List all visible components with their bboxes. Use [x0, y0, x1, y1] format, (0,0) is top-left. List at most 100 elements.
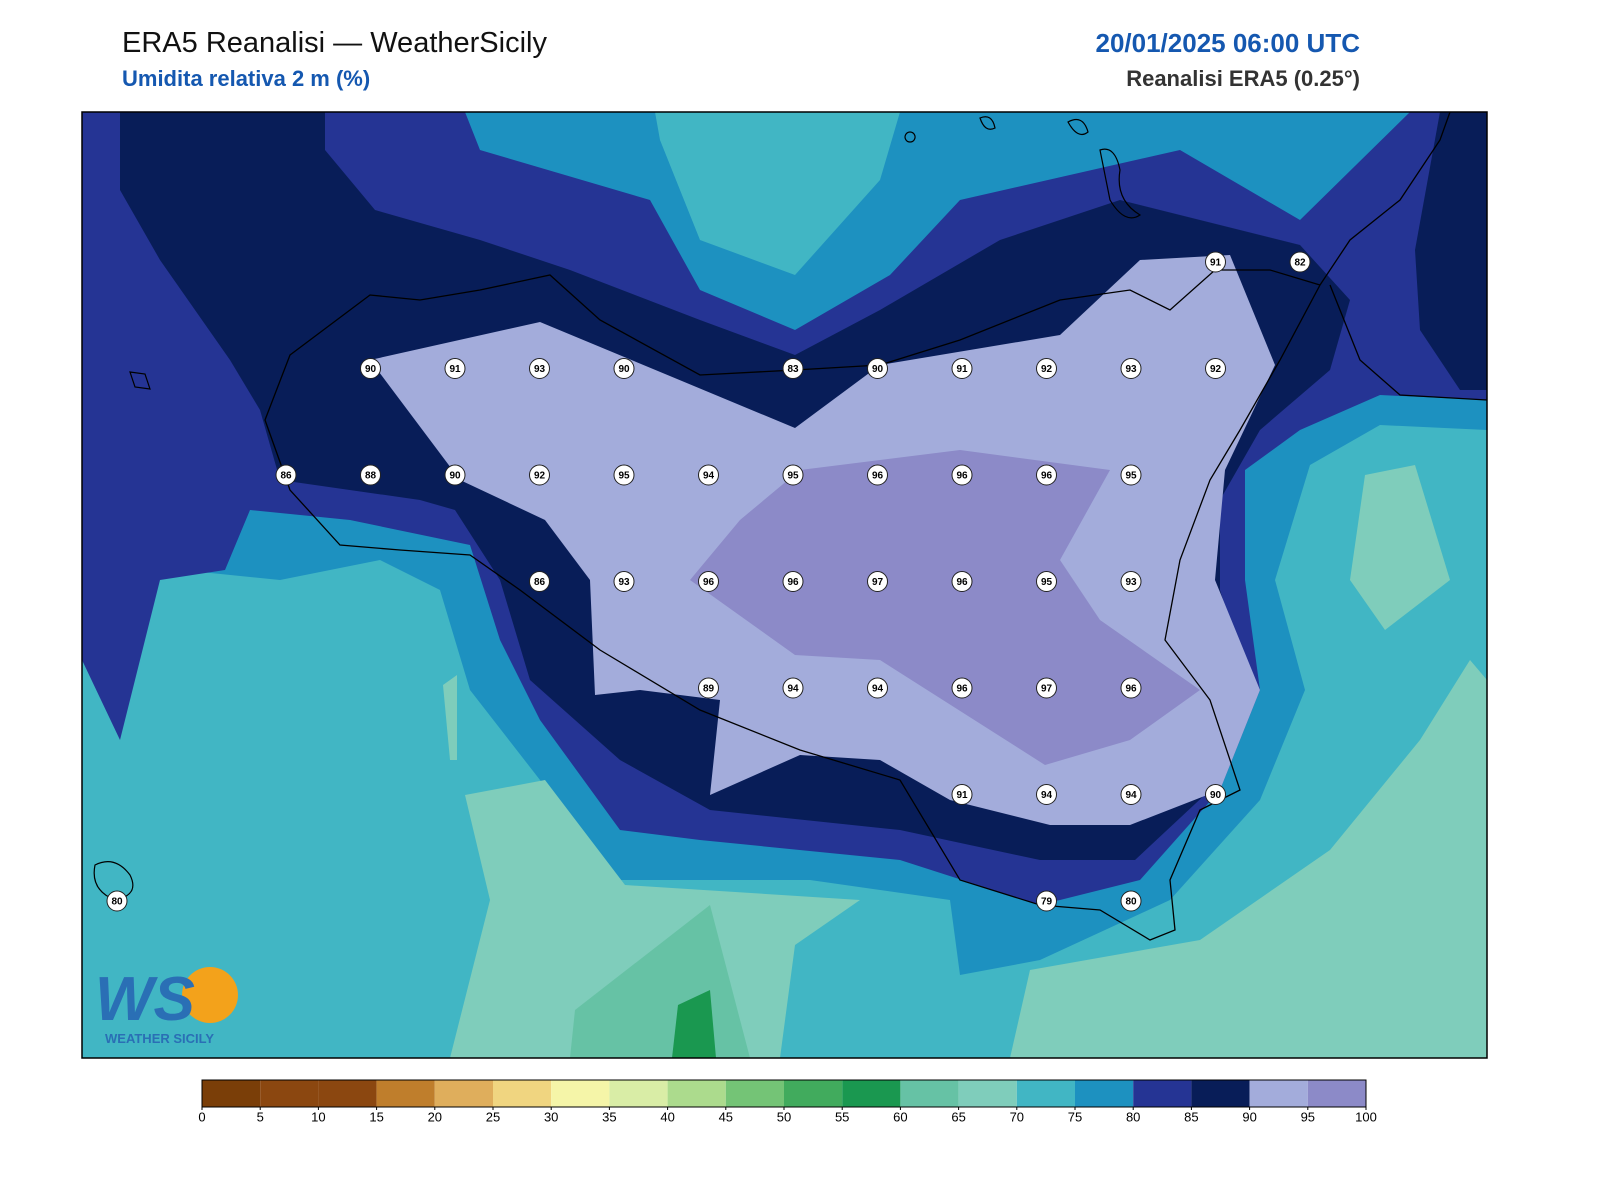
stations: 91 82 90 91 93 90 83 90 91 92 93 92 86 88 90 92 95 94 95 96… [106, 251, 1311, 912]
station-marker [1120, 464, 1142, 486]
station-marker [951, 571, 973, 592]
station-value: 97 [1041, 684, 1053, 695]
colorbar-tick-label: 5 [257, 1109, 264, 1124]
colorbar-segment [667, 1080, 726, 1107]
colorbar-segment [784, 1080, 843, 1107]
station-marker [1036, 784, 1057, 805]
station-marker [782, 677, 804, 699]
colorbar-tick-label: 95 [1301, 1109, 1315, 1124]
islands [93, 116, 1142, 901]
colorbar-segment [1307, 1080, 1366, 1107]
station-marker [698, 464, 719, 486]
station-marker [360, 464, 381, 486]
station-value: 95 [618, 471, 630, 482]
station-value: 93 [1125, 577, 1137, 588]
contour-fill [450, 780, 860, 1058]
station-value: 91 [956, 364, 968, 375]
station-marker [951, 784, 973, 805]
colorbar-segment [202, 1080, 261, 1107]
contour-fill [1010, 660, 1487, 1058]
colorbar-tick-label: 80 [1126, 1109, 1140, 1124]
map-frame [81, 111, 1488, 1059]
station-value: 90 [618, 364, 630, 375]
colorbar-tick-label: 10 [311, 1109, 325, 1124]
logo-sun [182, 967, 238, 1023]
station-value: 93 [1125, 364, 1137, 375]
station-value: 92 [1210, 364, 1222, 375]
station-marker [613, 571, 635, 592]
colorbar-segment [318, 1080, 377, 1107]
station-marker [529, 358, 550, 379]
station-marker [782, 464, 804, 486]
station-value: 80 [1125, 897, 1137, 908]
station-marker [951, 358, 973, 379]
station-marker [1289, 251, 1311, 273]
station-marker [613, 464, 635, 486]
station-marker [1036, 571, 1057, 592]
station-marker [951, 677, 973, 699]
contour-fill [672, 990, 716, 1058]
station-value: 79 [1041, 897, 1053, 908]
station-marker [867, 571, 888, 592]
station-marker [529, 571, 550, 592]
station-marker [613, 358, 635, 379]
station-value: 95 [1041, 577, 1053, 588]
colorbar-tick-label: 60 [893, 1109, 907, 1124]
colorbar-tick-label: 85 [1184, 1109, 1198, 1124]
colorbar-tick-label: 40 [660, 1109, 674, 1124]
station-value: 96 [956, 471, 968, 482]
station-value: 94 [1041, 790, 1053, 801]
station-value: 94 [703, 471, 715, 482]
colorbar-tick-label: 25 [486, 1109, 500, 1124]
colorbar: 0 5 10 15 20 25 30 35 40 45 50 55 60 65 70 75 80 85 90 95 10… [198, 1079, 1377, 1124]
station-marker [444, 464, 466, 486]
subtitle: Umidita relativa 2 m (%) [122, 66, 370, 91]
colorbar-segment [1191, 1080, 1250, 1107]
station-value: 93 [534, 364, 546, 375]
station-marker [360, 358, 381, 379]
station-value: 94 [872, 684, 884, 695]
station-value: 90 [1210, 790, 1222, 801]
station-marker [1120, 358, 1142, 379]
colorbar-tick-label: 0 [198, 1109, 205, 1124]
station-marker [867, 358, 888, 379]
station-value: 96 [787, 577, 799, 588]
station-value: 96 [1041, 471, 1053, 482]
colorbar-segment [260, 1080, 319, 1107]
station-marker [951, 464, 973, 486]
contour-fill [443, 675, 457, 760]
station-marker [1036, 358, 1057, 379]
station-value: 96 [956, 684, 968, 695]
logo-mark: WS [95, 965, 195, 1034]
station-value: 83 [787, 364, 799, 375]
station-marker [867, 677, 888, 699]
colorbar-tick-label: 75 [1068, 1109, 1082, 1124]
coastline [264, 112, 1487, 941]
station-marker [1036, 677, 1057, 699]
contour-fill [1415, 112, 1487, 390]
station-value: 90 [449, 471, 461, 482]
station-value: 91 [449, 364, 461, 375]
station-marker [1120, 890, 1142, 912]
station-marker [782, 571, 804, 592]
colorbar-segment [900, 1080, 959, 1107]
station-value: 88 [365, 471, 377, 482]
colorbar-segment [434, 1080, 493, 1107]
station-value: 89 [703, 684, 715, 695]
colorbar-tick-label: 100 [1355, 1109, 1377, 1124]
station-value: 92 [1041, 364, 1053, 375]
station-value: 96 [703, 577, 715, 588]
logo: WS WEATHER SICILY [95, 965, 238, 1046]
colorbar-tick-label: 45 [719, 1109, 733, 1124]
station-marker [1120, 784, 1142, 805]
datetime: 20/01/2025 06:00 UTC [1095, 28, 1360, 58]
colorbar-tick-label: 55 [835, 1109, 849, 1124]
colorbar-segment [493, 1080, 552, 1107]
colorbar-segment [609, 1080, 668, 1107]
colorbar-tick-label: 30 [544, 1109, 558, 1124]
station-value: 95 [787, 471, 799, 482]
logo-text: WEATHER SICILY [105, 1031, 214, 1046]
station-marker [275, 464, 297, 486]
station-value: 95 [1125, 471, 1137, 482]
station-marker [1120, 571, 1142, 592]
